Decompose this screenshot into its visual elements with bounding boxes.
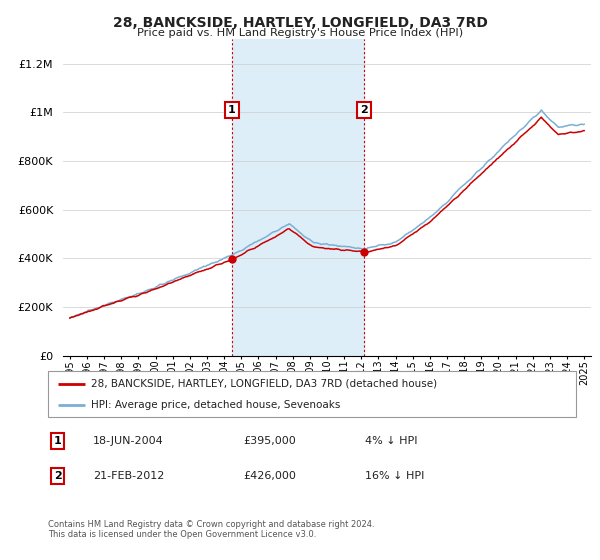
Bar	[232, 39, 364, 356]
Text: 2: 2	[359, 105, 367, 115]
Text: 2: 2	[53, 471, 61, 481]
FancyBboxPatch shape	[48, 371, 576, 417]
Text: HPI: Average price, detached house, Sevenoaks: HPI: Average price, detached house, Seve…	[91, 400, 341, 410]
Text: 28, BANCKSIDE, HARTLEY, LONGFIELD, DA3 7RD (detached house): 28, BANCKSIDE, HARTLEY, LONGFIELD, DA3 7…	[91, 379, 437, 389]
Text: Price paid vs. HM Land Registry's House Price Index (HPI): Price paid vs. HM Land Registry's House …	[137, 28, 463, 38]
Text: 4% ↓ HPI: 4% ↓ HPI	[365, 436, 418, 446]
Text: 28, BANCKSIDE, HARTLEY, LONGFIELD, DA3 7RD: 28, BANCKSIDE, HARTLEY, LONGFIELD, DA3 7…	[113, 16, 487, 30]
Text: 16% ↓ HPI: 16% ↓ HPI	[365, 471, 424, 481]
Text: 1: 1	[228, 105, 236, 115]
Text: 18-JUN-2004: 18-JUN-2004	[93, 436, 164, 446]
Text: £395,000: £395,000	[244, 436, 296, 446]
Text: 21-FEB-2012: 21-FEB-2012	[93, 471, 164, 481]
Text: £426,000: £426,000	[244, 471, 296, 481]
Text: 1: 1	[53, 436, 61, 446]
Text: Contains HM Land Registry data © Crown copyright and database right 2024.
This d: Contains HM Land Registry data © Crown c…	[48, 520, 374, 539]
